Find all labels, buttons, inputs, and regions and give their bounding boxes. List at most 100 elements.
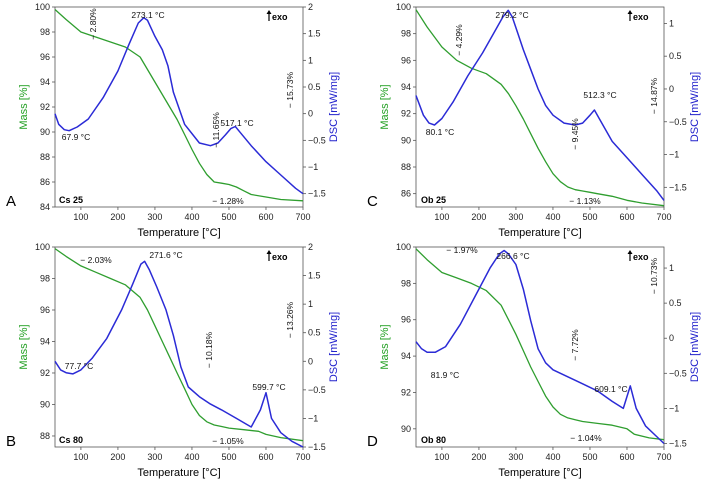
mass-step-label: − 1.04% xyxy=(570,433,602,443)
y-left-tick-label: 100 xyxy=(396,242,411,252)
y-left-axis-label: Mass [%] xyxy=(379,84,391,129)
x-axis-label: Temperature [°C] xyxy=(498,227,581,239)
dsc-curve xyxy=(415,249,665,445)
mass-curve xyxy=(415,9,665,207)
x-tick-label: 200 xyxy=(471,452,486,462)
panel-letter: B xyxy=(6,433,16,450)
total-mass-loss-label: − 13.26% xyxy=(285,301,295,338)
exo-label: exo xyxy=(272,252,288,262)
plot-frame xyxy=(54,246,304,448)
mass-step-label: − 1.28% xyxy=(212,196,244,206)
x-tick-label: 500 xyxy=(221,212,236,222)
peak-temperature-label: 271.6 °C xyxy=(149,250,182,260)
y-right-tick-label: 1 xyxy=(308,299,313,309)
y-left-axis-label: Mass [%] xyxy=(18,324,30,369)
chart-panel-d: 100 200 300 400 500 600 700 90 92 94 96 98 100 −1.5 −1… xyxy=(367,242,701,479)
y-left-tick-label: 94 xyxy=(40,336,50,346)
y-right-tick-label: −0.5 xyxy=(308,385,326,395)
y-right-tick-label: 1 xyxy=(308,55,313,65)
y-left-tick-label: 88 xyxy=(40,152,50,162)
y-left-axis-label: Mass [%] xyxy=(379,324,391,369)
x-axis-label: Temperature [°C] xyxy=(498,467,581,479)
y-right-tick-label: 1 xyxy=(669,18,674,28)
exo-label: exo xyxy=(633,252,649,262)
sample-label: Ob 80 xyxy=(421,435,446,445)
peak-temperature-label: 77.7 °C xyxy=(65,361,93,371)
y-right-tick-label: −0.5 xyxy=(669,117,687,127)
x-axis-label: Temperature [°C] xyxy=(137,467,220,479)
y-left-tick-label: 92 xyxy=(40,102,50,112)
x-tick-label: 700 xyxy=(656,452,671,462)
mass-curve xyxy=(54,9,304,202)
mass-step-label: − 10.18% xyxy=(204,331,214,368)
dsc-curve xyxy=(415,9,665,201)
y-left-tick-label: 100 xyxy=(35,242,50,252)
y-left-tick-label: 96 xyxy=(401,315,411,325)
y-left-tick-label: 96 xyxy=(40,52,50,62)
panel-letter: A xyxy=(6,193,16,210)
y-right-tick-label: −1 xyxy=(669,150,679,160)
mass-step-label: − 1.97% xyxy=(446,245,478,255)
total-mass-loss-label: − 15.73% xyxy=(285,71,295,108)
y-left-axis-label: Mass [%] xyxy=(18,84,30,129)
y-left-tick-label: 88 xyxy=(401,162,411,172)
y-left-tick-label: 94 xyxy=(401,82,411,92)
mass-curve xyxy=(54,248,304,442)
mass-step-label: − 11.65% xyxy=(211,112,221,148)
x-tick-label: 400 xyxy=(545,452,560,462)
y-right-tick-label: 0 xyxy=(669,84,674,94)
y-right-tick-label: −1 xyxy=(308,413,318,423)
y-left-tick-label: 90 xyxy=(401,424,411,434)
y-right-tick-label: 0.5 xyxy=(308,328,321,338)
x-tick-label: 600 xyxy=(619,212,634,222)
panel-letter: D xyxy=(367,433,378,450)
y-right-tick-label: 0 xyxy=(308,356,313,366)
mass-step-label: − 2.80% xyxy=(88,8,98,40)
y-left-tick-label: 100 xyxy=(35,2,50,12)
y-left-tick-label: 96 xyxy=(40,305,50,315)
y-left-tick-label: 98 xyxy=(401,29,411,39)
y-left-tick-label: 88 xyxy=(40,431,50,441)
total-mass-loss-label: − 10.73% xyxy=(649,257,659,294)
peak-temperature-label: 80.1 °C xyxy=(426,127,454,137)
exo-arrowhead xyxy=(266,250,272,254)
x-tick-label: 300 xyxy=(508,212,523,222)
x-tick-label: 700 xyxy=(656,212,671,222)
y-right-tick-label: 0.5 xyxy=(308,82,321,92)
dsc-curve xyxy=(54,260,304,448)
exo-arrowhead xyxy=(266,10,272,14)
y-left-tick-label: 92 xyxy=(401,109,411,119)
y-right-axis-label: DSC [mW/mg] xyxy=(328,72,340,142)
sample-label: Cs 80 xyxy=(59,435,83,445)
y-left-tick-label: 94 xyxy=(401,351,411,361)
y-left-tick-label: 94 xyxy=(40,77,50,87)
y-right-tick-label: −0.5 xyxy=(669,368,687,378)
y-left-tick-label: 98 xyxy=(40,27,50,37)
y-left-tick-label: 98 xyxy=(401,278,411,288)
y-right-axis-label: DSC [mW/mg] xyxy=(328,312,340,382)
y-left-tick-label: 96 xyxy=(401,55,411,65)
y-left-tick-label: 84 xyxy=(40,202,50,212)
y-left-tick-label: 98 xyxy=(40,273,50,283)
y-left-tick-label: 92 xyxy=(401,387,411,397)
x-tick-label: 500 xyxy=(582,212,597,222)
peak-temperature-label: 609.1 °C xyxy=(594,384,627,394)
y-right-tick-label: 2 xyxy=(308,242,313,252)
x-axis-label: Temperature [°C] xyxy=(137,227,220,239)
exo-label: exo xyxy=(633,12,649,22)
chart-panel-c: 100 200 300 400 500 600 700 86 88 90 92 94 96 98 100 −1… xyxy=(367,2,701,239)
y-right-tick-label: −1.5 xyxy=(308,189,326,199)
y-right-tick-label: 0 xyxy=(669,333,674,343)
exo-arrowhead xyxy=(627,10,633,14)
x-tick-label: 100 xyxy=(434,212,449,222)
y-left-tick-label: 100 xyxy=(396,2,411,12)
mass-step-label: − 1.13% xyxy=(569,196,601,206)
mass-step-label: − 1.05% xyxy=(212,436,244,446)
x-tick-label: 500 xyxy=(221,452,236,462)
total-mass-loss-label: − 14.87% xyxy=(649,77,659,114)
y-right-tick-label: −1.5 xyxy=(308,442,326,452)
x-tick-label: 400 xyxy=(184,212,199,222)
mass-curve xyxy=(415,248,665,441)
sample-label: Ob 25 xyxy=(421,195,446,205)
